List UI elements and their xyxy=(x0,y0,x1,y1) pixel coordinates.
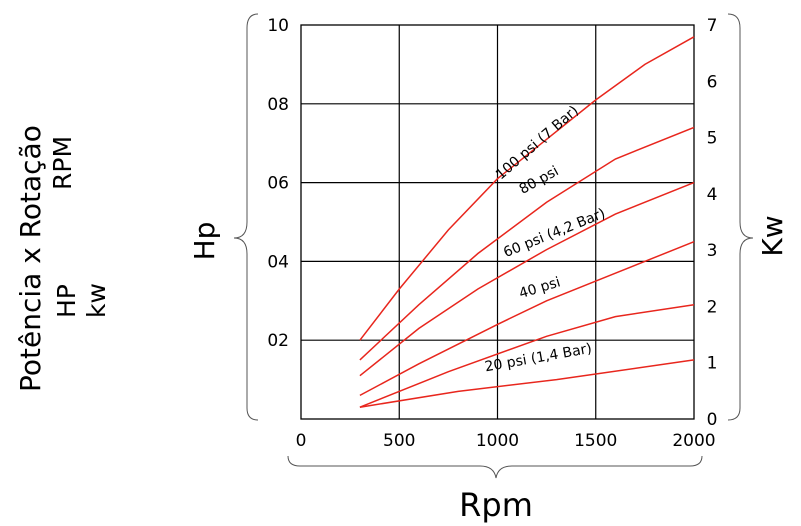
y2-ticks: 0 1 2 3 4 5 6 7 xyxy=(707,16,718,430)
series-line xyxy=(359,241,695,397)
side-hp-label: HP xyxy=(52,284,81,318)
left-brace xyxy=(233,13,259,421)
bottom-brace xyxy=(287,455,703,479)
y2-axis-label: Kw xyxy=(756,215,789,256)
y2-tick-label: 3 xyxy=(707,241,718,261)
y2-tick-label: 1 xyxy=(707,354,718,374)
series-line xyxy=(359,181,695,377)
y-axis-label: Hp xyxy=(188,222,221,261)
x-ticks: 0 500 1000 1500 2000 xyxy=(296,431,716,451)
side-kw-label: kw xyxy=(82,283,111,318)
side-title: Potência x Rotação xyxy=(14,125,47,392)
y-ticks: 02 04 06 08 10 xyxy=(267,16,289,351)
y2-tick-label: 2 xyxy=(707,297,718,317)
y2-tick-label: 7 xyxy=(707,16,718,36)
x-axis-label: Rpm xyxy=(459,486,533,524)
x-tick-label: 500 xyxy=(383,431,415,451)
series-label: 60 psi (4,2 Bar) xyxy=(501,206,607,261)
series-line xyxy=(359,303,695,408)
x-tick-label: 1000 xyxy=(476,431,519,451)
y-tick-label: 10 xyxy=(267,16,289,36)
side-rpm-label: RPM xyxy=(48,135,77,190)
series-line xyxy=(359,36,695,341)
y2-tick-label: 0 xyxy=(707,410,718,430)
x-tick-label: 0 xyxy=(296,431,307,451)
series-line xyxy=(359,126,695,361)
series-label: 100 psi (7 Bar) xyxy=(493,103,582,183)
y2-tick-label: 4 xyxy=(707,185,718,205)
right-brace xyxy=(727,13,754,421)
x-tick-label: 1500 xyxy=(574,431,617,451)
y2-tick-label: 5 xyxy=(707,129,718,149)
x-tick-label: 2000 xyxy=(672,431,715,451)
series-label: 20 psi (1,4 Bar) xyxy=(484,341,594,376)
y-tick-label: 04 xyxy=(267,252,289,272)
series-line xyxy=(359,359,695,408)
y-tick-label: 02 xyxy=(267,331,289,351)
y-tick-label: 08 xyxy=(267,95,289,115)
series-label: 80 psi xyxy=(517,163,562,198)
y-tick-label: 06 xyxy=(267,174,289,194)
y2-tick-label: 6 xyxy=(707,72,718,92)
